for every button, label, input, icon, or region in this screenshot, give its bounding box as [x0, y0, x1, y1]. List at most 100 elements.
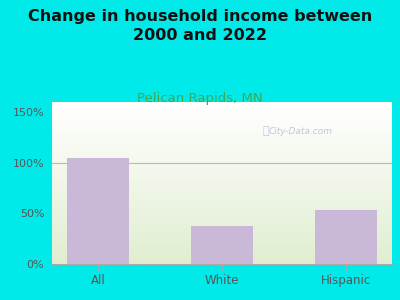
Bar: [52, 167, 392, 168]
Bar: [52, 107, 392, 109]
Bar: [52, 109, 392, 110]
Bar: [52, 248, 392, 249]
Bar: [52, 157, 392, 159]
Bar: [52, 257, 392, 259]
Bar: [52, 243, 392, 244]
Bar: [52, 136, 392, 138]
Bar: [52, 138, 392, 139]
Bar: [52, 254, 392, 256]
Bar: [52, 141, 392, 142]
Bar: [52, 191, 392, 193]
Bar: [52, 240, 392, 241]
Bar: [52, 193, 392, 194]
Bar: [52, 222, 392, 224]
Bar: [52, 178, 392, 180]
Bar: [52, 142, 392, 144]
Bar: [68, 158, 129, 264]
Bar: [52, 112, 392, 113]
Bar: [52, 232, 392, 233]
Bar: [52, 151, 392, 152]
Bar: [52, 125, 392, 126]
Bar: [52, 130, 392, 131]
Bar: [52, 164, 392, 165]
Bar: [52, 122, 392, 123]
Text: City-Data.com: City-Data.com: [268, 127, 332, 136]
Bar: [52, 120, 392, 122]
Bar: [52, 202, 392, 204]
Bar: [52, 182, 392, 183]
Bar: [52, 235, 392, 236]
Bar: [52, 244, 392, 246]
Bar: [52, 155, 392, 157]
Bar: [52, 190, 392, 191]
Bar: [52, 233, 392, 235]
Bar: [52, 183, 392, 184]
Bar: [52, 224, 392, 225]
Bar: [52, 147, 392, 149]
Bar: [52, 238, 392, 240]
Bar: [52, 184, 392, 186]
Bar: [315, 210, 376, 264]
Bar: [52, 261, 392, 262]
Bar: [52, 225, 392, 227]
Bar: [52, 212, 392, 214]
Bar: [52, 201, 392, 203]
Bar: [52, 123, 392, 125]
Bar: [52, 117, 392, 118]
Bar: [52, 211, 392, 212]
Bar: [52, 176, 392, 178]
Bar: [52, 228, 392, 230]
Bar: [52, 113, 392, 115]
Bar: [52, 220, 392, 222]
Bar: [52, 152, 392, 154]
Bar: [52, 206, 392, 207]
Bar: [52, 207, 392, 209]
Bar: [52, 162, 392, 164]
Bar: [52, 251, 392, 253]
Bar: [52, 262, 392, 264]
Bar: [52, 249, 392, 251]
Text: ⓘ: ⓘ: [263, 126, 270, 136]
Bar: [191, 226, 253, 264]
Bar: [52, 144, 392, 146]
Bar: [52, 217, 392, 219]
Bar: [52, 175, 392, 176]
Bar: [52, 159, 392, 160]
Bar: [52, 194, 392, 196]
Bar: [52, 146, 392, 147]
Bar: [52, 227, 392, 228]
Bar: [52, 246, 392, 248]
Bar: [52, 139, 392, 141]
Text: Change in household income between
2000 and 2022: Change in household income between 2000 …: [28, 9, 372, 43]
Bar: [52, 105, 392, 107]
Bar: [52, 133, 392, 134]
Bar: [52, 215, 392, 217]
Bar: [52, 173, 392, 175]
Bar: [52, 126, 392, 128]
Bar: [52, 154, 392, 155]
Bar: [52, 110, 392, 112]
Bar: [52, 186, 392, 188]
Bar: [52, 170, 392, 172]
Bar: [52, 103, 392, 105]
Bar: [52, 196, 392, 198]
Bar: [52, 188, 392, 190]
Bar: [52, 160, 392, 162]
Bar: [52, 259, 392, 261]
Bar: [52, 102, 392, 104]
Bar: [52, 165, 392, 167]
Bar: [52, 214, 392, 215]
Bar: [52, 241, 392, 243]
Bar: [52, 180, 392, 182]
Bar: [52, 131, 392, 133]
Bar: [52, 115, 392, 117]
Bar: [52, 134, 392, 136]
Bar: [52, 236, 392, 238]
Bar: [52, 199, 392, 201]
Bar: [52, 219, 392, 220]
Bar: [52, 256, 392, 257]
Bar: [52, 172, 392, 173]
Bar: [52, 204, 392, 206]
Bar: [52, 168, 392, 170]
Bar: [52, 253, 392, 254]
